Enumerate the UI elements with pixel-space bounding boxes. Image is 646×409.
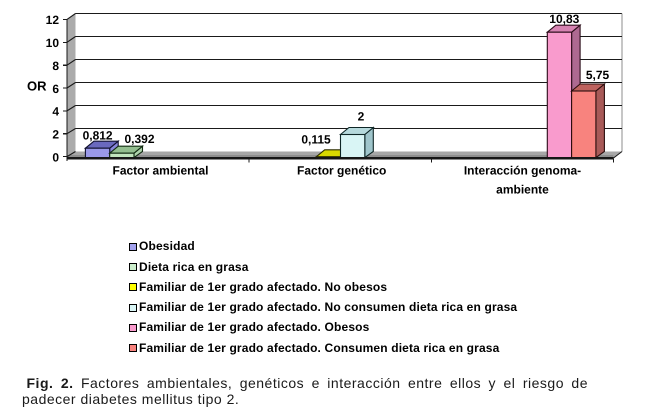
svg-text:OR: OR	[27, 79, 47, 94]
svg-text:0,392: 0,392	[124, 132, 154, 146]
svg-text:12: 12	[46, 13, 60, 27]
svg-text:10: 10	[46, 36, 60, 50]
svg-text:Interacción genoma-: Interacción genoma-	[464, 164, 581, 178]
svg-text:Factor genético: Factor genético	[297, 164, 386, 178]
svg-text:ambiente: ambiente	[496, 183, 549, 197]
svg-text:2: 2	[358, 110, 365, 124]
svg-text:0,812: 0,812	[83, 129, 113, 143]
svg-text:Factor ambiental: Factor ambiental	[112, 164, 208, 178]
svg-text:6: 6	[52, 82, 59, 96]
svg-text:8: 8	[52, 59, 59, 73]
svg-text:4: 4	[52, 105, 59, 119]
svg-text:5,75: 5,75	[586, 68, 610, 82]
svg-text:0: 0	[52, 150, 59, 164]
svg-text:10,83: 10,83	[549, 12, 579, 26]
svg-text:2: 2	[52, 128, 59, 142]
svg-text:0,115: 0,115	[301, 133, 331, 147]
